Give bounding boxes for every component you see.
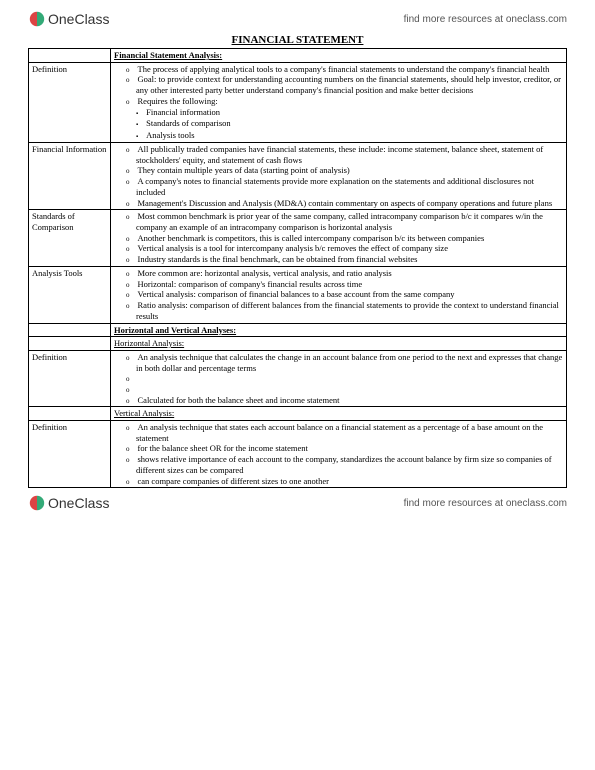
bullet-item: Ratio analysis: comparison of different … <box>126 300 563 321</box>
sub-header: Horizontal Analysis: <box>114 338 184 348</box>
bullet-item: for the balance sheet OR for the income … <box>126 443 563 454</box>
logo-icon <box>28 10 46 28</box>
row-content: Most common benchmark is prior year of t… <box>111 210 567 267</box>
logo: OneClass <box>28 10 109 28</box>
table-row: Financial Information All publically tra… <box>29 143 567 210</box>
bullet-item: Another benchmark is competitors, this i… <box>126 233 563 244</box>
bullet-item: Industry standards is the final benchmar… <box>126 254 563 265</box>
bullet-item: Most common benchmark is prior year of t… <box>126 211 563 232</box>
row-content: More common are: horizontal analysis, ve… <box>111 266 567 323</box>
table-row: Definition The process of applying analy… <box>29 62 567 142</box>
bullet-item: Vertical analysis: comparison of financi… <box>126 289 563 300</box>
sub-bullet-item: Financial information <box>136 107 563 119</box>
footer-logo: OneClass <box>28 494 109 512</box>
sub-header-row: Vertical Analysis: <box>29 407 567 421</box>
bullet-item: can compare companies of different sizes… <box>126 476 563 487</box>
bullet-item: Goal: to provide context for understandi… <box>126 74 563 95</box>
sub-bullet-item: Analysis tools <box>136 130 563 142</box>
bullet-item: Calculated for both the balance sheet an… <box>126 395 563 406</box>
row-label: Standards of Comparison <box>29 210 111 267</box>
bullet-item: Horizontal: comparison of company's fina… <box>126 279 563 290</box>
table-row: Analysis Tools More common are: horizont… <box>29 266 567 323</box>
bullet-item <box>126 384 563 395</box>
bullet-item: A company's notes to financial statement… <box>126 176 563 197</box>
row-content: An analysis technique that calculates th… <box>111 350 567 407</box>
row-content: All publically traded companies have fin… <box>111 143 567 210</box>
table-row: Definition An analysis technique that ca… <box>29 350 567 407</box>
page-footer: OneClass find more resources at oneclass… <box>28 494 567 512</box>
section-header: Horizontal and Vertical Analyses: <box>114 325 236 335</box>
bullet-item: Management's Discussion and Analysis (MD… <box>126 198 563 209</box>
bullet-item: An analysis technique that calculates th… <box>126 352 563 373</box>
bullet-item: An analysis technique that states each a… <box>126 422 563 443</box>
footer-find-more-link[interactable]: find more resources at oneclass.com <box>404 498 567 509</box>
page-title: FINANCIAL STATEMENT <box>28 34 567 46</box>
table-row: Standards of Comparison Most common benc… <box>29 210 567 267</box>
row-content: An analysis technique that states each a… <box>111 421 567 488</box>
bullet-item: They contain multiple years of data (sta… <box>126 165 563 176</box>
row-label: Financial Information <box>29 143 111 210</box>
bullet-item: Requires the following: <box>126 96 563 107</box>
sub-header-row: Horizontal Analysis: <box>29 337 567 351</box>
content-table: Financial Statement Analysis: Definition… <box>28 48 567 488</box>
row-label: Analysis Tools <box>29 266 111 323</box>
bullet-item: Vertical analysis is a tool for intercom… <box>126 243 563 254</box>
table-row: Definition An analysis technique that st… <box>29 421 567 488</box>
logo-text: OneClass <box>48 11 109 27</box>
row-label: Definition <box>29 350 111 407</box>
bullet-item: More common are: horizontal analysis, ve… <box>126 268 563 279</box>
sub-header: Vertical Analysis: <box>114 408 174 418</box>
bullet-item <box>126 373 563 384</box>
footer-logo-text: OneClass <box>48 495 109 511</box>
section-header: Financial Statement Analysis: <box>114 50 222 60</box>
find-more-link[interactable]: find more resources at oneclass.com <box>404 14 567 25</box>
logo-icon <box>28 494 46 512</box>
bullet-item: All publically traded companies have fin… <box>126 144 563 165</box>
row-label: Definition <box>29 62 111 142</box>
row-content: The process of applying analytical tools… <box>111 62 567 142</box>
section-header-row: Financial Statement Analysis: <box>29 49 567 63</box>
row-label: Definition <box>29 421 111 488</box>
bullet-item: shows relative importance of each accoun… <box>126 454 563 475</box>
section-header-row: Horizontal and Vertical Analyses: <box>29 323 567 337</box>
bullet-item: The process of applying analytical tools… <box>126 64 563 75</box>
sub-bullet-item: Standards of comparison <box>136 118 563 130</box>
page-header: OneClass find more resources at oneclass… <box>28 10 567 28</box>
